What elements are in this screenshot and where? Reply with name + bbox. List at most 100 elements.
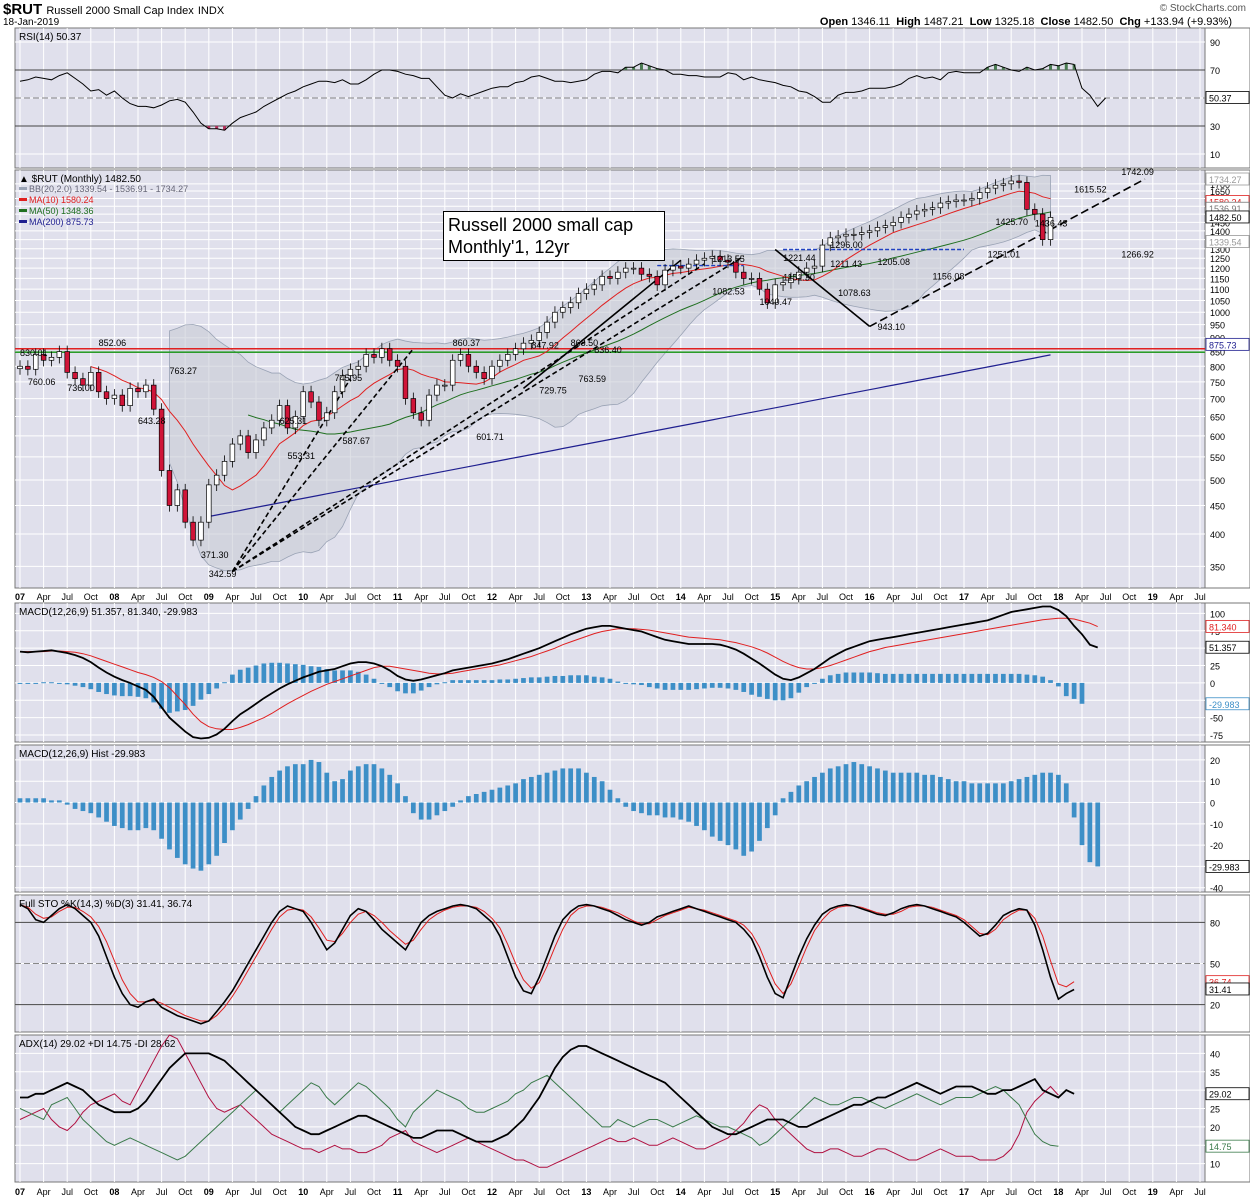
candle-body xyxy=(796,271,802,279)
macd-hist-bar xyxy=(662,682,668,690)
candle-body xyxy=(457,354,464,361)
macd-histogram-bar xyxy=(670,802,676,818)
macd-signal-line xyxy=(20,617,1098,730)
macd-histogram-bar xyxy=(277,770,282,803)
candle-body xyxy=(670,265,676,271)
macd-hist-bar xyxy=(104,682,109,695)
ma200-line xyxy=(208,354,1051,518)
macd-hist-bar xyxy=(670,682,676,690)
candle-body xyxy=(158,408,165,471)
macd-histogram-bar xyxy=(552,770,558,803)
macd-histogram-bar xyxy=(969,783,975,803)
stoch-d-line xyxy=(19,904,1075,1022)
macd-histogram-bar xyxy=(1048,772,1053,803)
macd-histogram-bar xyxy=(717,802,723,841)
price-annotation: 763.59 xyxy=(579,374,607,384)
price-annotation: 1213.55 xyxy=(712,254,745,264)
macd-histogram-bar xyxy=(174,802,180,858)
x-axis-label-bottom: 07 xyxy=(15,1187,25,1197)
macd-hist-bar xyxy=(41,682,46,684)
macd-hist-bar xyxy=(387,682,393,688)
candle-body xyxy=(1016,180,1022,183)
candle-body xyxy=(308,391,314,403)
price-annotation: 760.06 xyxy=(28,377,56,387)
price-annotation: 553.31 xyxy=(287,451,315,461)
macd-hist-bar xyxy=(890,673,896,683)
macd-hist-bar xyxy=(96,682,102,692)
x-axis-label-bottom: Oct xyxy=(556,1187,571,1197)
rsi-ytick: 10 xyxy=(1210,150,1220,160)
stoch-k-line xyxy=(19,903,1075,1025)
macd-histogram-bar xyxy=(796,785,802,803)
macd-hist-bar xyxy=(285,663,290,683)
macd-hist-bar xyxy=(127,682,133,697)
macd-hist-bar xyxy=(749,682,754,695)
macd-hist-bar xyxy=(623,682,629,684)
macd-histogram-bar xyxy=(584,772,589,803)
macd-hist-bar xyxy=(450,680,456,683)
x-axis-label-price: Apr xyxy=(1169,592,1183,602)
macd-histogram-bar xyxy=(190,802,196,869)
price-annotation: 943.10 xyxy=(877,322,905,332)
price-right-label-box xyxy=(1205,235,1250,248)
macd-hist-bar xyxy=(340,670,345,683)
macd-histogram-bar xyxy=(434,802,440,816)
macd-histogram-bar xyxy=(780,798,786,803)
x-axis-label-bottom: Apr xyxy=(981,1187,995,1197)
macd-hist-bar xyxy=(631,682,636,685)
price-annotation: 1425.70 xyxy=(995,217,1028,227)
candle-body xyxy=(17,365,23,370)
macd-histogram-bar xyxy=(466,796,471,803)
price-ytick: 850 xyxy=(1210,348,1225,358)
candle-body xyxy=(434,384,440,396)
x-axis-label-bottom: Apr xyxy=(320,1187,334,1197)
macd-hist-bar xyxy=(694,682,699,690)
candle-body xyxy=(371,354,377,358)
x-axis-label-bottom: 09 xyxy=(204,1187,214,1197)
macd-histogram-bar xyxy=(363,764,369,803)
x-axis-label-price: Apr xyxy=(509,592,523,602)
macd-histogram-bar xyxy=(1016,779,1022,803)
macd-hist-ytick: 10 xyxy=(1210,777,1220,787)
macd-histogram-bar xyxy=(662,802,668,818)
x-axis-label-price: Apr xyxy=(414,592,428,602)
macd-hist-bar xyxy=(237,669,243,683)
macd-histogram-bar xyxy=(953,781,959,803)
macd-hist-bar xyxy=(355,671,361,683)
x-axis-label-bottom: Jul xyxy=(628,1187,640,1197)
macd-hist-bar xyxy=(473,680,479,683)
macd-histogram-bar xyxy=(914,772,920,803)
macd-hist-bar xyxy=(827,675,833,683)
macd-histogram-bar xyxy=(741,802,747,856)
macd-histogram-bar xyxy=(198,802,204,871)
x-axis-label-price: Oct xyxy=(84,592,99,602)
ticker-symbol: $RUT Russell 2000 Small Cap Index INDX xyxy=(3,1,225,18)
candle-body xyxy=(772,284,778,304)
x-axis-label-price: Jul xyxy=(250,592,262,602)
candle-body xyxy=(1039,213,1046,240)
price-annotation: 1156.08 xyxy=(933,271,965,281)
candle-body xyxy=(552,311,558,323)
candle-body xyxy=(654,275,660,286)
x-axis-label-bottom: Apr xyxy=(886,1187,900,1197)
macd-hist-bar xyxy=(261,663,267,683)
candle-body xyxy=(827,237,833,246)
macd-histogram-bar xyxy=(159,802,164,839)
macd-label-macd-box xyxy=(1205,640,1250,654)
price-annotation: 847.92 xyxy=(531,341,559,351)
x-axis-label-bottom: Jul xyxy=(1100,1187,1112,1197)
macd-hist-bar xyxy=(560,675,566,683)
candle-body xyxy=(284,405,291,429)
x-axis-label-price: 17 xyxy=(959,592,969,602)
macd-histogram-bar xyxy=(599,781,605,803)
macd-histogram-bar xyxy=(25,798,31,803)
macd-hist-bar xyxy=(961,673,967,683)
macd-hist-bar xyxy=(1000,673,1006,683)
x-axis-label-bottom: Oct xyxy=(745,1187,760,1197)
price-annotation: 601.71 xyxy=(476,432,504,442)
macd-ytick: 25 xyxy=(1210,662,1220,672)
stoch-panel-axis xyxy=(1204,894,1250,1033)
candle-body xyxy=(489,365,495,380)
macd-histogram-bar xyxy=(80,802,86,812)
stoch-ytick: 50 xyxy=(1210,960,1220,970)
